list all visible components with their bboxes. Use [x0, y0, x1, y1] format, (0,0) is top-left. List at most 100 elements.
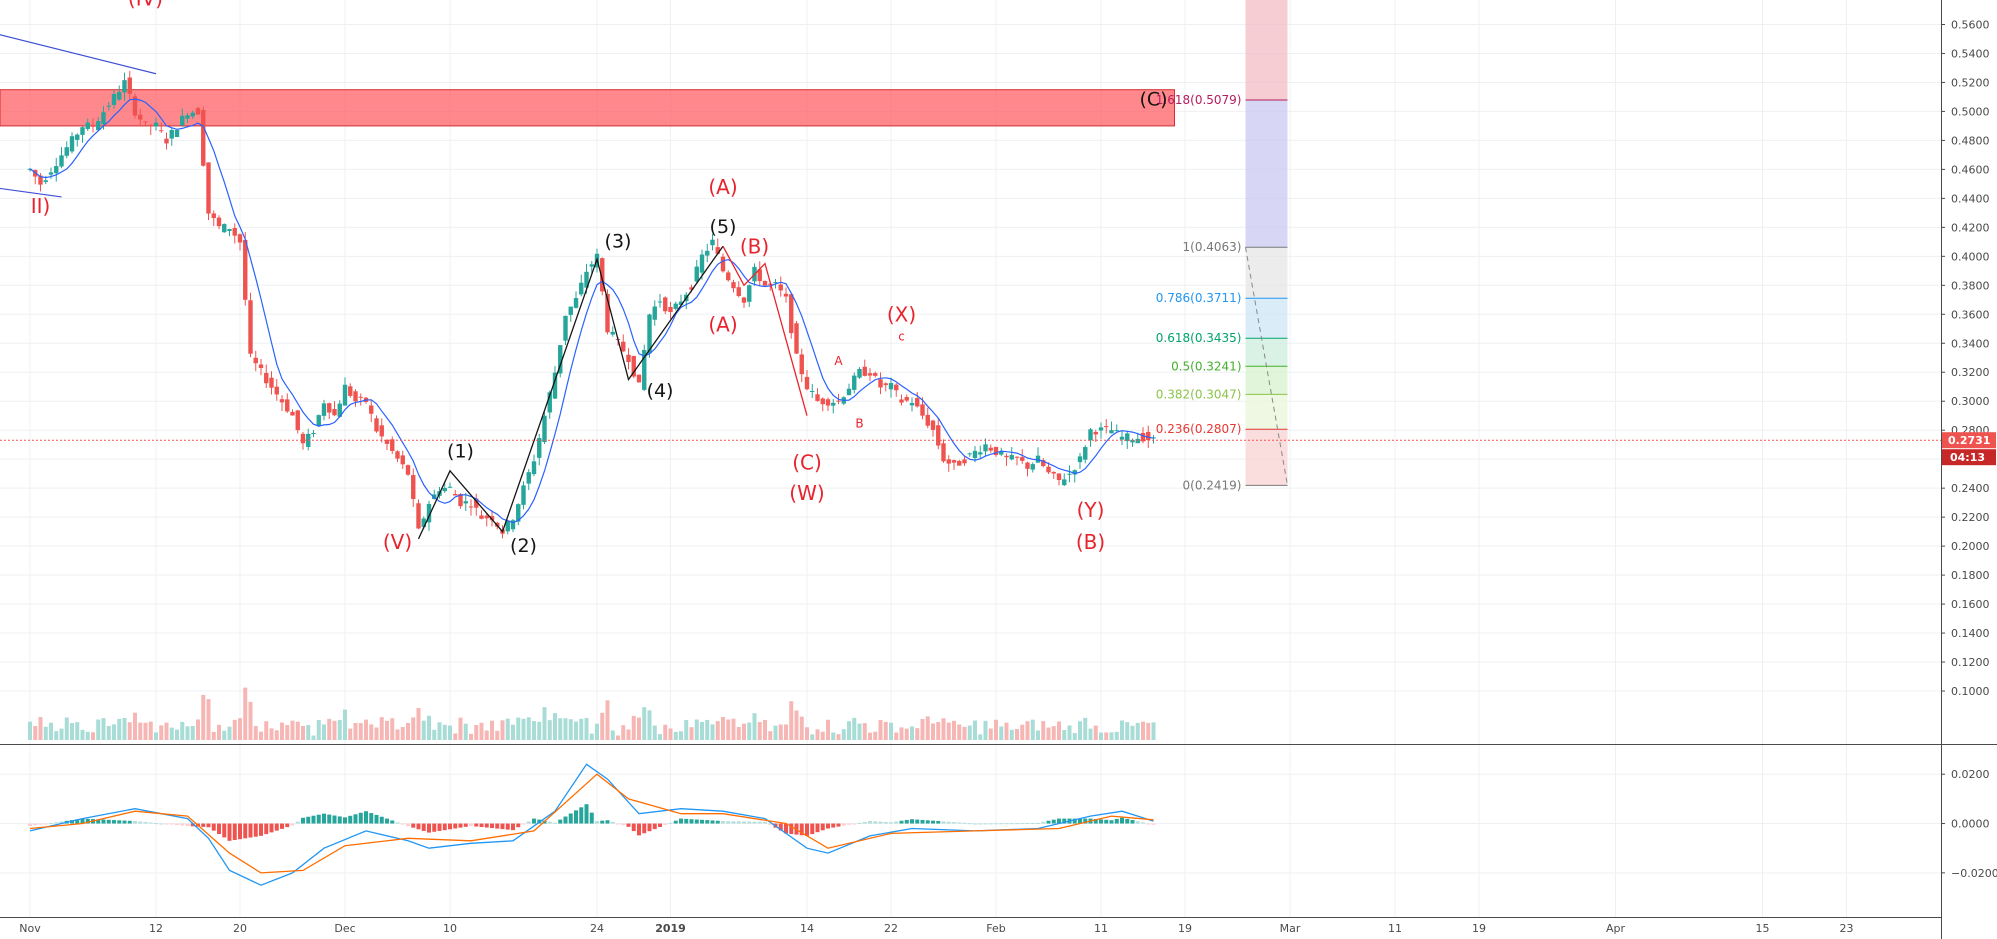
elliott-correction-path[interactable]	[722, 245, 808, 416]
candle-body[interactable]	[542, 415, 547, 443]
candle-body[interactable]	[573, 298, 579, 308]
candle-body[interactable]	[374, 418, 379, 432]
candle-body[interactable]	[705, 250, 710, 256]
candle-body[interactable]	[169, 129, 174, 139]
candle-body[interactable]	[794, 323, 799, 354]
candle-body[interactable]	[579, 282, 584, 295]
candle-body[interactable]	[69, 136, 75, 152]
candle-body[interactable]	[153, 122, 159, 127]
candle-body[interactable]	[710, 239, 715, 246]
candle-body[interactable]	[285, 399, 290, 412]
candle-body[interactable]	[484, 515, 489, 519]
candle-body[interactable]	[1119, 436, 1125, 440]
candle-body[interactable]	[915, 398, 920, 407]
candle-body[interactable]	[925, 414, 930, 426]
candle-body[interactable]	[174, 129, 180, 138]
candle-body[interactable]	[621, 341, 626, 352]
candle-body[interactable]	[731, 282, 736, 289]
candle-body[interactable]	[862, 366, 867, 376]
candle-body[interactable]	[101, 112, 106, 124]
candle-body[interactable]	[699, 254, 705, 273]
candle-body[interactable]	[647, 314, 652, 354]
candle-body[interactable]	[652, 306, 657, 320]
candle-body[interactable]	[962, 459, 967, 464]
candle-body[interactable]	[668, 306, 673, 313]
candle-body[interactable]	[96, 121, 101, 131]
candle-body[interactable]	[342, 384, 348, 406]
candle-body[interactable]	[878, 379, 883, 388]
candle-body[interactable]	[589, 264, 594, 267]
candle-body[interactable]	[993, 446, 999, 456]
candle-body[interactable]	[957, 460, 962, 466]
candle-body[interactable]	[311, 433, 316, 435]
candle-body[interactable]	[321, 403, 327, 416]
candle-body[interactable]	[300, 433, 306, 444]
candle-body[interactable]	[111, 93, 117, 105]
candle-body[interactable]	[269, 377, 274, 388]
candle-body[interactable]	[384, 440, 390, 444]
resistance-zone[interactable]	[0, 89, 1175, 127]
candle-body[interactable]	[400, 455, 405, 465]
candle-body[interactable]	[741, 297, 747, 303]
candle-body[interactable]	[857, 368, 862, 378]
candle-body[interactable]	[510, 520, 516, 530]
candle-body[interactable]	[941, 443, 946, 462]
candle-body[interactable]	[290, 411, 295, 416]
candle-body[interactable]	[90, 124, 96, 127]
candle-body[interactable]	[678, 301, 684, 306]
candle-body[interactable]	[1146, 431, 1151, 441]
candle-body[interactable]	[636, 374, 642, 383]
candle-body[interactable]	[411, 475, 416, 499]
candle-body[interactable]	[80, 127, 85, 135]
candle-body[interactable]	[185, 115, 190, 119]
candle-body[interactable]	[390, 439, 395, 451]
candle-body[interactable]	[148, 124, 153, 127]
candle-body[interactable]	[846, 388, 852, 396]
candle-body[interactable]	[222, 224, 227, 233]
candle-body[interactable]	[568, 306, 573, 315]
candle-body[interactable]	[1067, 473, 1072, 475]
candle-body[interactable]	[904, 397, 909, 401]
candle-body[interactable]	[201, 109, 206, 166]
candle-body[interactable]	[143, 121, 148, 123]
candle-body[interactable]	[1114, 430, 1119, 432]
candle-body[interactable]	[295, 410, 300, 431]
candle-body[interactable]	[521, 485, 526, 505]
candle-body[interactable]	[274, 386, 279, 395]
candle-body[interactable]	[180, 115, 185, 126]
candle-body[interactable]	[547, 392, 552, 413]
candle-body[interactable]	[1046, 466, 1051, 473]
candle-body[interactable]	[867, 373, 873, 376]
candle-body[interactable]	[978, 452, 983, 455]
candle-body[interactable]	[1020, 457, 1025, 461]
candle-body[interactable]	[211, 213, 216, 219]
candle-body[interactable]	[1109, 430, 1114, 434]
candle-body[interactable]	[873, 373, 878, 376]
candle-body[interactable]	[48, 172, 54, 175]
candle-body[interactable]	[600, 258, 605, 292]
candle-body[interactable]	[836, 400, 841, 402]
candle-body[interactable]	[237, 234, 243, 243]
candle-body[interactable]	[1025, 462, 1030, 469]
candle-body[interactable]	[332, 408, 337, 416]
candle-body[interactable]	[909, 402, 915, 406]
candle-body[interactable]	[243, 239, 248, 300]
candle-body[interactable]	[1104, 426, 1109, 428]
candle-body[interactable]	[920, 404, 925, 416]
candle-body[interactable]	[999, 451, 1004, 455]
candle-body[interactable]	[1083, 447, 1088, 460]
candle-body[interactable]	[474, 498, 479, 508]
candle-body[interactable]	[642, 349, 647, 390]
candle-body[interactable]	[967, 453, 972, 455]
candle-body[interactable]	[1135, 438, 1140, 444]
candle-body[interactable]	[1056, 473, 1062, 481]
blue-trendline[interactable]	[0, 32, 157, 75]
candle-body[interactable]	[38, 175, 43, 185]
candle-body[interactable]	[1062, 479, 1067, 486]
candle-body[interactable]	[279, 399, 285, 403]
candle-body[interactable]	[804, 376, 810, 390]
candle-body[interactable]	[337, 403, 342, 417]
candle-body[interactable]	[1125, 433, 1130, 442]
candle-body[interactable]	[122, 80, 127, 93]
